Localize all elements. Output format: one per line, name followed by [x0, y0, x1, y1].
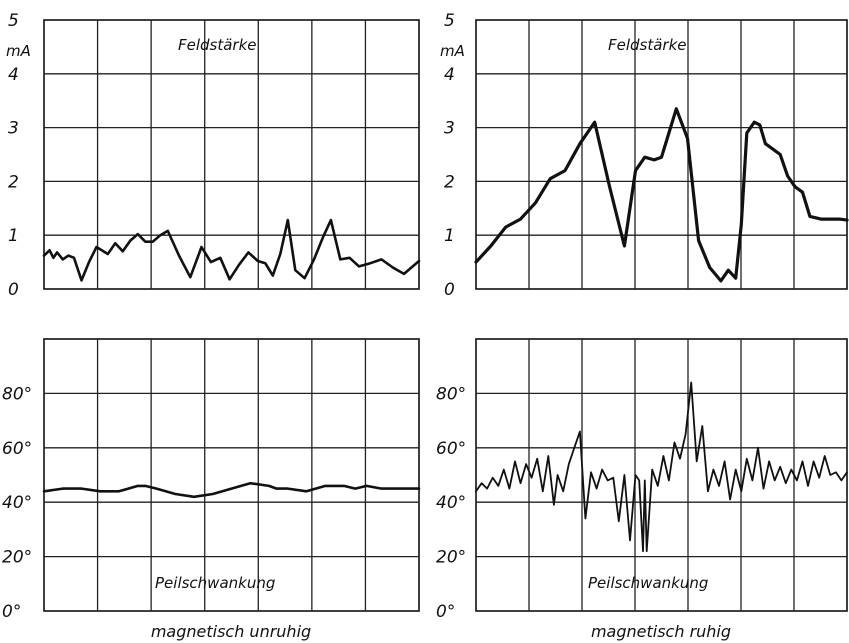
y-tick-label: 0°: [436, 602, 455, 622]
chart-title: Feldstärke: [608, 36, 687, 54]
y-tick-label: 1: [8, 226, 19, 246]
y-axis-unit: mA: [6, 42, 31, 60]
y-tick-label: 20°: [436, 548, 466, 568]
y-tick-label: 5: [444, 11, 455, 31]
y-tick-label: 80°: [436, 384, 466, 404]
y-axis-unit: mA: [440, 42, 465, 60]
field-strength-chart-disturbed: 0 1 2 3 4 5 mA Feldstärke: [6, 11, 421, 300]
data-series-line: [42, 218, 421, 282]
caption-right: magnetisch ruhig: [591, 622, 731, 641]
y-tick-label: 2: [444, 172, 455, 192]
y-tick-label: 3: [444, 119, 455, 139]
y-tick-label: 40°: [2, 493, 32, 513]
field-strength-chart-quiet: 0 1 2 3 4 5 mA Feldstärke: [440, 11, 849, 300]
bearing-fluctuation-chart-disturbed: 0° 20° 40° 60° 80° Peilschwankung: [2, 338, 421, 622]
y-tick-label: 0: [444, 280, 455, 300]
y-tick-label: 80°: [2, 384, 32, 404]
caption-left: magnetisch unruhig: [151, 622, 311, 641]
y-tick-label: 5: [8, 11, 19, 31]
y-tick-label: 0: [8, 280, 19, 300]
plot-frame: [475, 19, 848, 290]
y-tick-label: 0°: [2, 602, 21, 622]
plot-frame: [43, 338, 420, 612]
y-tick-label: 40°: [436, 493, 466, 513]
data-series-line: [475, 381, 848, 553]
data-series-line: [474, 107, 849, 283]
y-tick-label: 60°: [2, 439, 32, 459]
y-tick-label: 4: [8, 65, 19, 85]
y-tick-label: 2: [8, 172, 19, 192]
plot-frame: [43, 19, 420, 290]
y-tick-label: 4: [444, 65, 455, 85]
bearing-fluctuation-chart-quiet: 0° 20° 40° 60° 80° Peilschwankung: [436, 338, 848, 622]
chart-title: Peilschwankung: [155, 574, 275, 592]
chart-title: Peilschwankung: [588, 574, 708, 592]
y-tick-label: 20°: [2, 548, 32, 568]
y-tick-label: 3: [8, 119, 19, 139]
chart-title: Feldstärke: [178, 36, 257, 54]
y-tick-label: 1: [444, 226, 455, 246]
data-series-line: [42, 481, 421, 499]
y-tick-label: 60°: [436, 439, 466, 459]
